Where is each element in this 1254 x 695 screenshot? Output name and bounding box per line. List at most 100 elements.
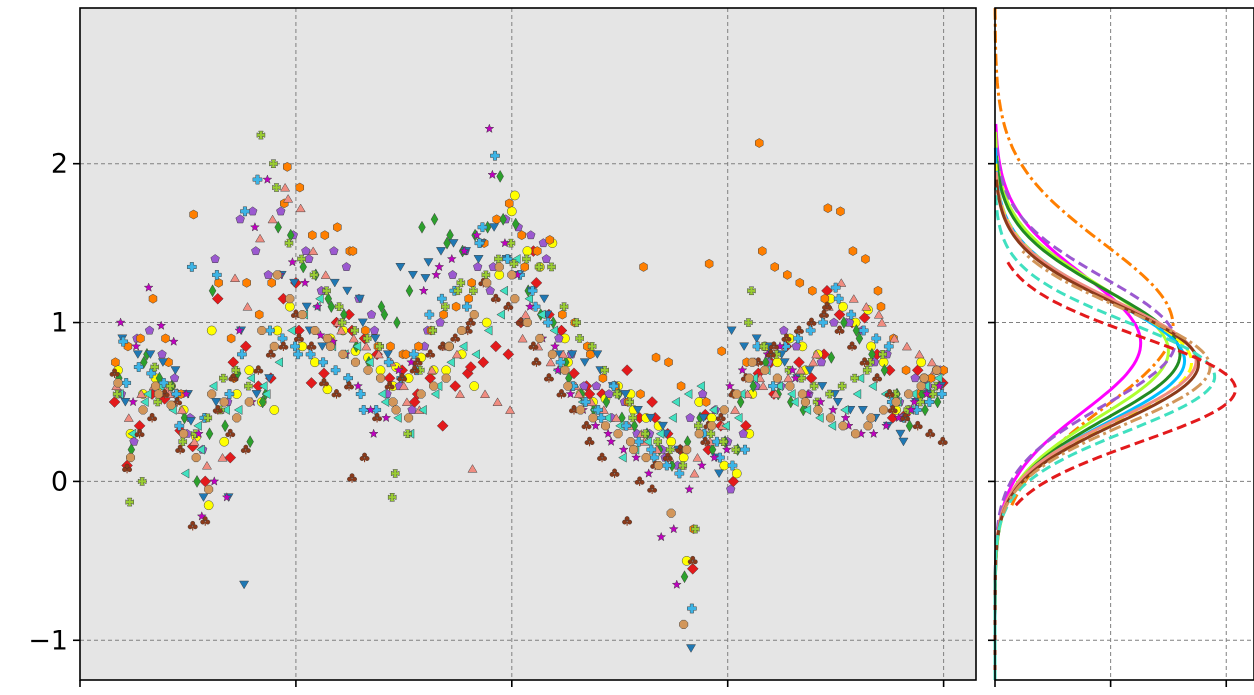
scatter-point	[112, 389, 122, 399]
scatter-point	[469, 381, 480, 391]
scatter-point	[891, 397, 901, 407]
scatter-point	[204, 484, 214, 494]
scatter-point	[252, 174, 263, 185]
scatter-point	[146, 368, 157, 379]
scatter-point	[579, 381, 589, 391]
scatter-point	[678, 461, 688, 470]
scatter-point	[816, 357, 827, 367]
scatter-point	[701, 397, 711, 407]
scatter-point	[631, 452, 642, 462]
scatter-point	[451, 349, 463, 359]
scatter-point	[487, 169, 498, 180]
scatter-point	[806, 317, 817, 328]
scatter-point	[876, 301, 886, 312]
scatter-point	[511, 217, 520, 231]
scatter-point	[128, 396, 139, 407]
scatter-point	[499, 237, 510, 248]
scatter-point	[653, 437, 663, 446]
scatter-point	[848, 246, 858, 256]
scatter-point	[787, 364, 798, 375]
scatter-point	[267, 214, 278, 224]
scatter-point	[193, 428, 204, 439]
scatter-point	[244, 397, 254, 407]
scatter-point	[363, 365, 373, 375]
scatter-point	[768, 341, 779, 351]
scatter-point	[765, 349, 776, 359]
scatter-point	[299, 277, 311, 288]
scatter-ticks	[73, 162, 945, 687]
scatter-point	[833, 308, 846, 321]
y-tick-labels: −1 0 1 2	[28, 149, 68, 657]
scatter-point	[219, 436, 230, 447]
scatter-point	[382, 350, 393, 359]
scatter-point	[545, 235, 555, 245]
scatter-point	[937, 389, 947, 399]
scatter-point	[377, 300, 386, 314]
scatter-point	[109, 368, 120, 378]
scatter-point	[772, 350, 781, 359]
scatter-point	[524, 293, 534, 304]
scatter-point	[401, 349, 411, 360]
scatter-point	[397, 373, 408, 383]
scatter-point	[618, 444, 629, 454]
scatter-axes-frame	[79, 7, 977, 681]
scatter-point	[830, 282, 841, 293]
scatter-point	[125, 497, 134, 507]
scatter-point	[602, 412, 612, 423]
scatter-point	[228, 373, 239, 383]
scatter-point	[412, 357, 423, 367]
scatter-point	[185, 417, 197, 426]
scatter-point	[156, 320, 167, 331]
scatter-point	[517, 230, 526, 241]
scatter-point	[251, 246, 261, 256]
scatter-point	[237, 349, 247, 360]
scatter-point	[866, 413, 876, 423]
scatter-point	[904, 389, 914, 399]
scatter-point	[575, 334, 584, 343]
scatter-point	[779, 358, 790, 367]
scatter-point	[153, 397, 162, 407]
scatter-point	[254, 309, 264, 320]
scatter-point	[563, 381, 573, 391]
scatter-point	[506, 238, 516, 248]
scatter-point	[267, 277, 276, 288]
scatter-point	[430, 212, 439, 226]
scatter-point	[721, 444, 732, 454]
scatter-point	[494, 270, 505, 280]
scatter-point	[196, 444, 205, 455]
scatter-point	[727, 460, 738, 471]
scatter-point	[906, 404, 917, 415]
scatter-point	[429, 381, 439, 391]
scatter-point	[404, 413, 414, 423]
scatter-point	[925, 428, 936, 439]
scatter-point	[560, 365, 570, 375]
scatter-point	[393, 412, 402, 423]
scatter-point	[880, 363, 889, 377]
scatter-point	[549, 341, 561, 351]
scatter-point	[490, 293, 501, 304]
scatter-point	[391, 405, 401, 415]
scatter-point	[338, 349, 348, 359]
scatter-point	[434, 261, 445, 272]
scatter-point	[118, 336, 129, 347]
scatter-point	[559, 302, 569, 311]
scatter-point	[358, 405, 369, 415]
scatter-point	[186, 262, 197, 272]
scatter-point	[161, 333, 170, 344]
scatter-point	[242, 302, 253, 311]
scatter-point	[350, 326, 359, 335]
scatter-point	[706, 429, 716, 439]
scatter-point	[269, 341, 279, 351]
scatter-point	[138, 405, 148, 415]
scatter-point	[443, 236, 451, 250]
scatter-point	[212, 404, 223, 415]
scatter-point	[242, 277, 251, 288]
scatter-point	[269, 405, 280, 415]
scatter-point	[205, 427, 214, 441]
scatter-point	[219, 397, 229, 407]
scatter-point	[255, 233, 266, 243]
scatter-point	[405, 284, 414, 298]
scatter-point	[122, 463, 133, 474]
scatter-point	[684, 484, 695, 494]
scatter-point	[825, 413, 835, 423]
